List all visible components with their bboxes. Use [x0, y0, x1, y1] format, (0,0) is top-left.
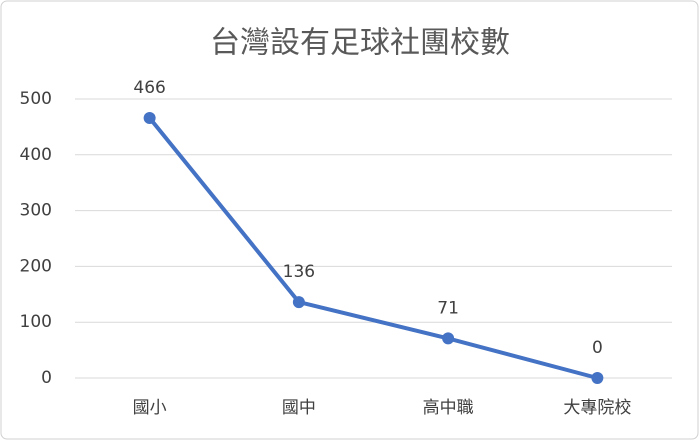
x-tick-label: 高中職 [423, 398, 474, 418]
chart-title: 台灣設有足球社團校數 [210, 26, 510, 61]
x-tick-label: 國中 [282, 398, 316, 418]
data-label: 0 [592, 338, 603, 358]
x-tick-label: 國小 [133, 398, 167, 418]
data-label: 136 [283, 262, 315, 282]
data-label: 71 [437, 298, 459, 318]
y-tick-label: 400 [20, 145, 52, 165]
data-label: 466 [133, 78, 165, 98]
point [292, 296, 305, 309]
y-tick-label: 300 [20, 201, 52, 221]
y-tick-label: 500 [20, 89, 52, 109]
y-tick-label: 0 [41, 368, 52, 388]
point [143, 111, 156, 124]
y-tick-label: 100 [20, 312, 52, 332]
line [148, 116, 598, 380]
point [591, 372, 604, 384]
point [442, 332, 455, 345]
x-tick-label: 大專院校 [563, 398, 631, 418]
y-tick-label: 200 [20, 256, 52, 276]
